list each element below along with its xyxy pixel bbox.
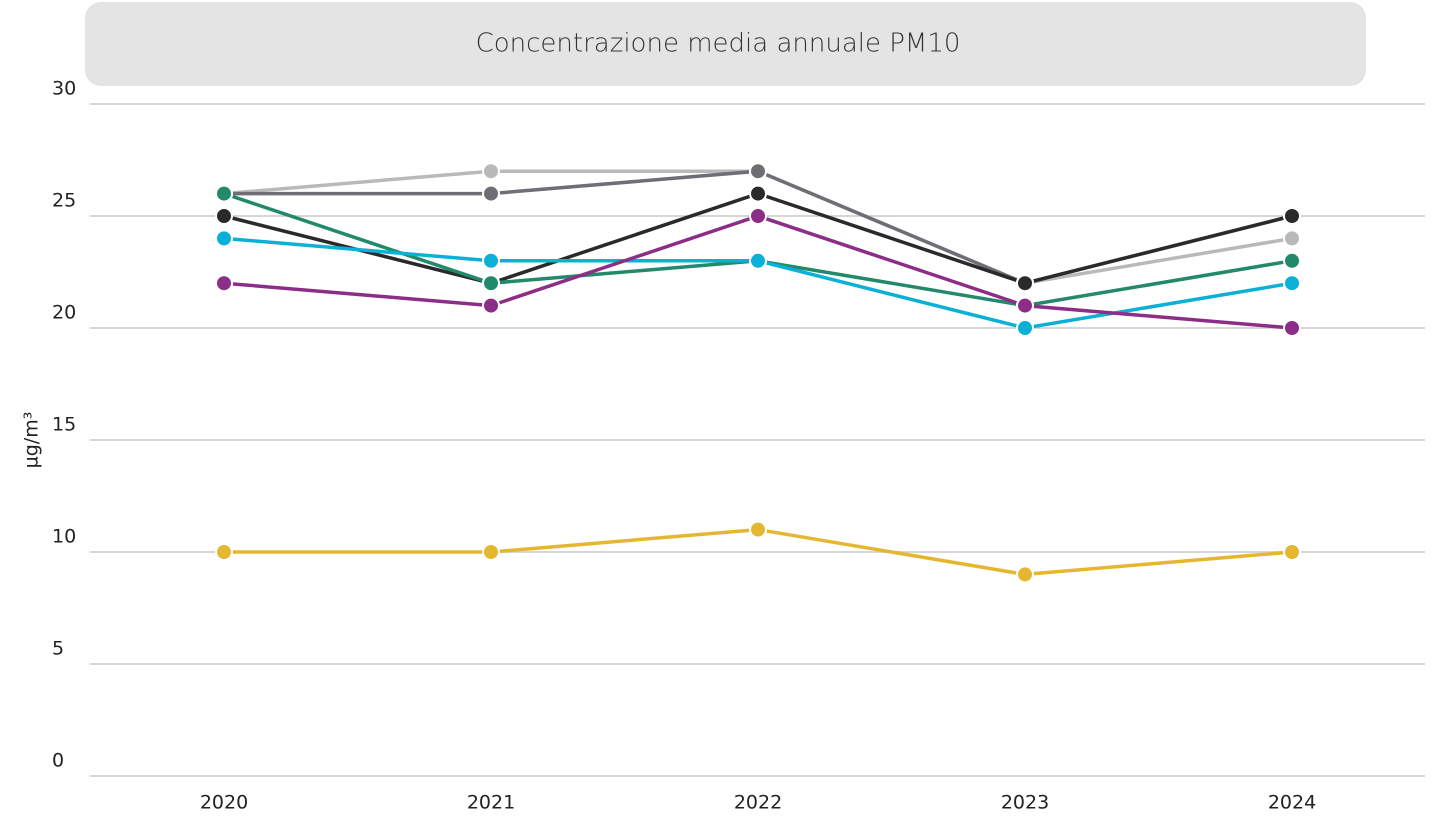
- x-tick-label: 2024: [1268, 792, 1316, 814]
- y-tick-label: 20: [52, 302, 76, 324]
- data-point: [482, 296, 500, 315]
- y-tick-label: 25: [52, 190, 76, 212]
- data-point: [215, 274, 233, 293]
- data-point: [482, 543, 500, 561]
- y-tick-label: 10: [52, 526, 76, 548]
- data-point: [1283, 543, 1301, 561]
- chart-title: Concentrazione media annuale PM10: [476, 29, 961, 59]
- data-point: [749, 162, 767, 181]
- data-point: [1283, 251, 1301, 270]
- data-point: [1283, 207, 1301, 225]
- data-point: [1283, 229, 1301, 248]
- data-point: [1283, 274, 1301, 293]
- data-point: [1016, 274, 1034, 293]
- data-point: [482, 251, 500, 270]
- data-point: [1016, 319, 1034, 337]
- data-point: [749, 251, 767, 270]
- data-point: [1016, 296, 1034, 315]
- x-tick-label: 2022: [734, 792, 782, 814]
- data-point: [215, 229, 233, 248]
- y-tick-label: 15: [52, 414, 76, 436]
- data-point: [749, 184, 767, 203]
- x-tick-label: 2020: [200, 792, 248, 814]
- y-tick-label: 30: [52, 78, 76, 100]
- data-point: [482, 184, 500, 203]
- x-tick-label: 2021: [467, 792, 515, 814]
- x-tick-label: 2023: [1001, 792, 1049, 814]
- y-tick-label: 5: [52, 638, 64, 660]
- data-point: [1283, 319, 1301, 337]
- data-point: [1016, 565, 1034, 584]
- title-box: [85, 2, 1366, 86]
- data-point: [215, 207, 233, 225]
- data-point: [215, 543, 233, 561]
- y-tick-label: 0: [52, 750, 64, 772]
- y-axis-label: µg/m³: [21, 412, 43, 469]
- data-point: [482, 162, 500, 181]
- data-point: [749, 207, 767, 225]
- data-point: [215, 184, 233, 203]
- data-point: [482, 274, 500, 293]
- data-point: [749, 520, 767, 539]
